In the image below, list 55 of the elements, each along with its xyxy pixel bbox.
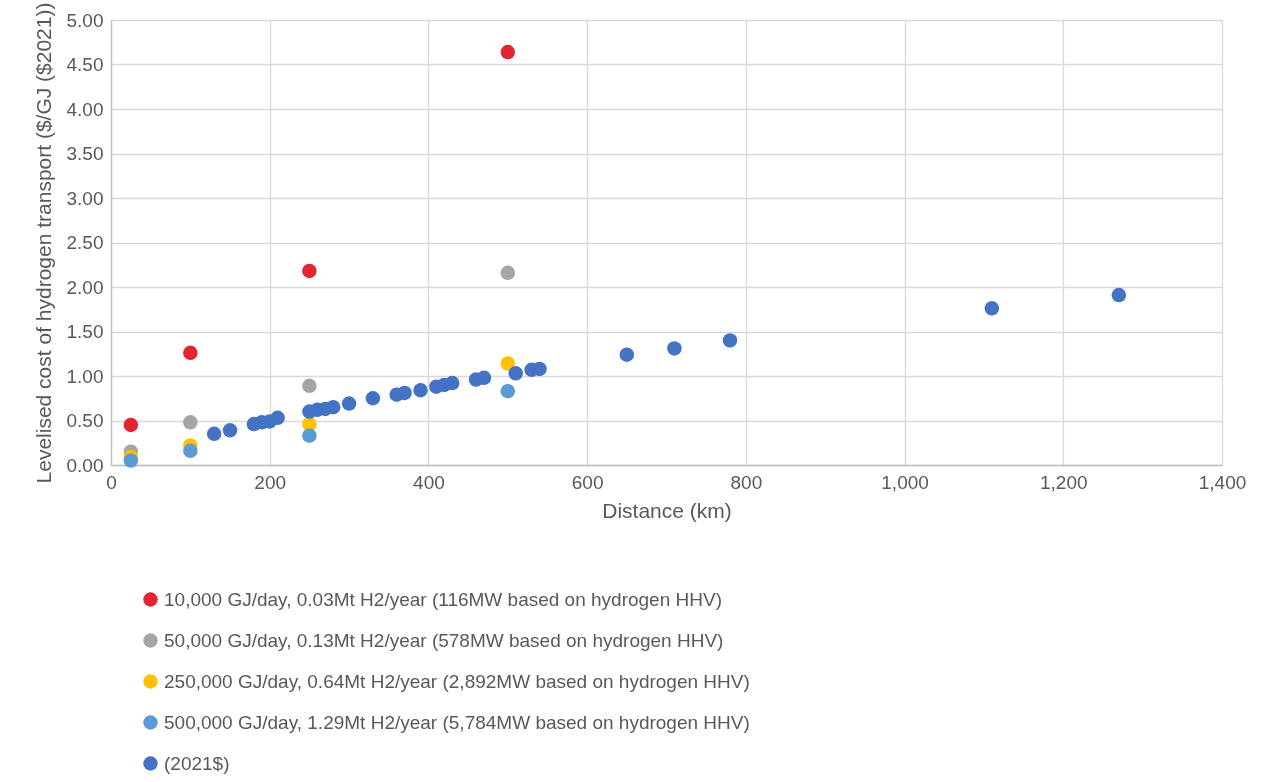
- point: [123, 417, 139, 433]
- point: [500, 356, 516, 371]
- point: [508, 366, 523, 381]
- x-tick-label: 400: [413, 471, 445, 493]
- point: [183, 345, 198, 361]
- x-tick-label: 1,200: [1040, 471, 1088, 493]
- point: [532, 361, 547, 377]
- point: [270, 410, 285, 426]
- y-tick-label: 0.50: [66, 410, 104, 431]
- x-tick-label: 200: [254, 471, 287, 493]
- legend-label: 50,000 GJ/day, 0.13Mt H2/year (578MW based on hydrogen HHV): [164, 629, 724, 651]
- y-tick-label: 0.00: [66, 454, 104, 476]
- legend-label: 500,000 GJ/day, 1.29Mt H2/year (5,784MW based on hydrogen HHV): [164, 711, 750, 733]
- point: [341, 396, 357, 411]
- legend-label: 10,000 GJ/day, 0.03Mt H2/year (116MW based on hydrogen HHV): [164, 588, 722, 610]
- y-tick-label: 3.00: [66, 187, 104, 209]
- point: [206, 426, 222, 442]
- point: [325, 399, 341, 415]
- point: [444, 375, 460, 391]
- x-tick-label: 0: [106, 471, 117, 493]
- y-tick-label: 3.50: [66, 143, 104, 164]
- x-axis-title: Distance (km): [602, 498, 732, 522]
- point: [302, 263, 317, 279]
- x-tick-label: 600: [571, 471, 604, 493]
- x-tick-label: 1,400: [1198, 471, 1247, 493]
- y-tick-label: 2.50: [66, 232, 104, 253]
- point: [302, 428, 317, 443]
- point: [500, 383, 516, 399]
- y-tick-label: 5.00: [66, 9, 104, 31]
- point: [413, 383, 428, 398]
- point: [619, 347, 635, 362]
- legend-label: (2021$): [164, 752, 230, 774]
- point: [1111, 287, 1127, 303]
- point: [123, 453, 139, 468]
- point: [722, 333, 738, 348]
- y-tick-label: 4.00: [66, 98, 104, 120]
- point: [183, 443, 198, 458]
- x-tick-label: 1,000: [881, 471, 929, 493]
- point: [984, 301, 1000, 316]
- point: [183, 415, 198, 430]
- point: [222, 423, 238, 438]
- point: [302, 378, 317, 394]
- point: [500, 265, 516, 280]
- y-tick-label: 1.00: [66, 365, 104, 387]
- legend-label: 250,000 GJ/day, 0.64Mt H2/year (2,892MW based on hydrogen HHV): [164, 670, 750, 692]
- point: [667, 341, 682, 356]
- point: [476, 370, 492, 386]
- y-axis-title: Levelised cost of hydrogen transport ($/GJ ($2021)): [31, 2, 55, 484]
- y-tick-label: 1.50: [66, 321, 104, 342]
- point: [500, 44, 516, 60]
- x-tick-label: 800: [730, 471, 763, 493]
- y-tick-label: 2.00: [66, 276, 104, 298]
- point: [397, 385, 412, 401]
- point: [365, 391, 381, 406]
- y-tick-label: 4.50: [66, 54, 104, 75]
